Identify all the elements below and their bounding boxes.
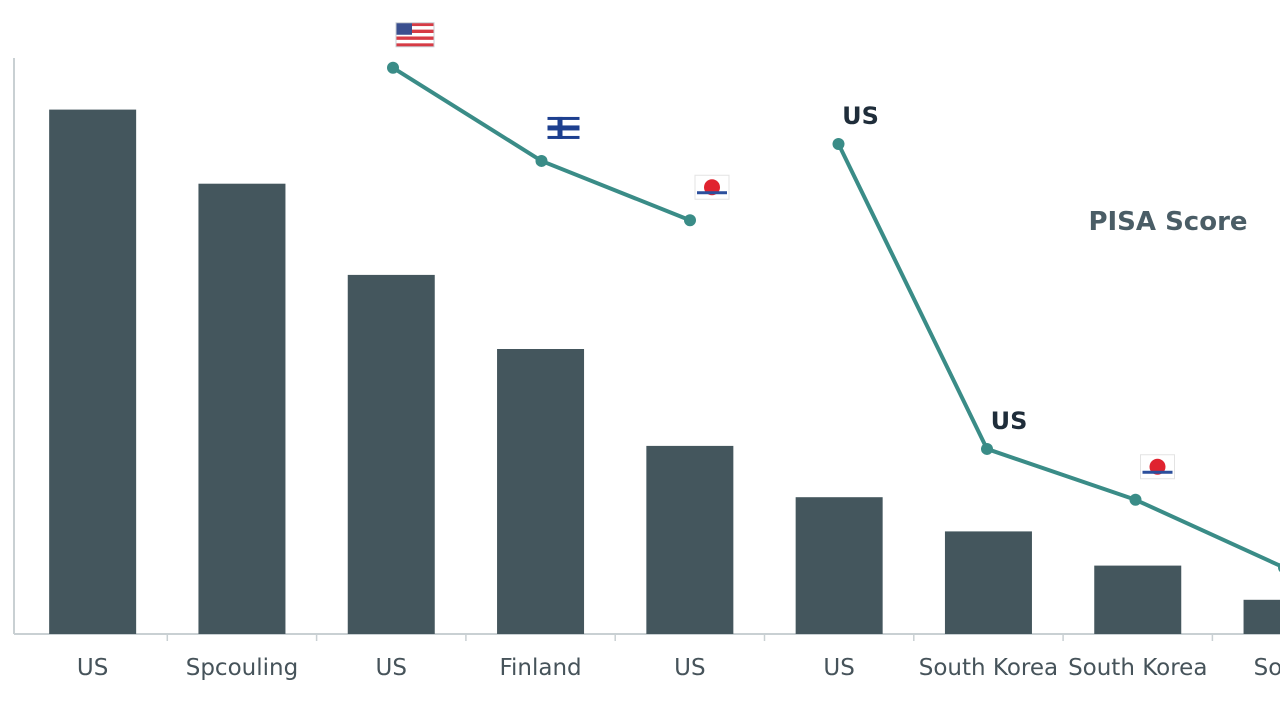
bar [646,445,734,634]
line-segment [836,142,1280,568]
bar [347,274,435,634]
line-point [387,61,399,74]
bar [198,183,286,634]
line-series-name: PISA Score [1088,207,1247,237]
category-label: South Korea [919,655,1058,681]
line-point [981,442,993,455]
line-point [832,138,845,150]
line-point-label: US [991,407,1028,435]
line-point-label: US [842,102,879,130]
korea-flag-icon [694,174,730,200]
category-label: Finland [499,655,581,681]
line-series: US US [387,22,1280,572]
bar [49,109,137,635]
finland-flag-icon [547,116,580,139]
bar [1094,565,1182,634]
category-label: US [77,655,108,681]
line-point [1129,493,1142,506]
korea-flag-icon [1140,454,1175,480]
bar [1243,599,1280,634]
category-labels: US Spcouling US Finland US US South Korea South… [77,655,1280,681]
category-label: US [376,655,407,681]
category-label: US [823,655,854,681]
category-label: US [674,655,705,681]
line-segment [391,65,692,223]
bar [497,349,585,634]
category-label: South [1254,655,1280,681]
category-label: Spcouling [186,655,298,681]
category-label: South Korea [1068,655,1207,681]
us-flag-icon [395,22,435,48]
bar [944,531,1032,634]
line-point [684,214,696,227]
bar [795,497,883,634]
line-point [535,154,548,167]
bars [49,109,1280,635]
